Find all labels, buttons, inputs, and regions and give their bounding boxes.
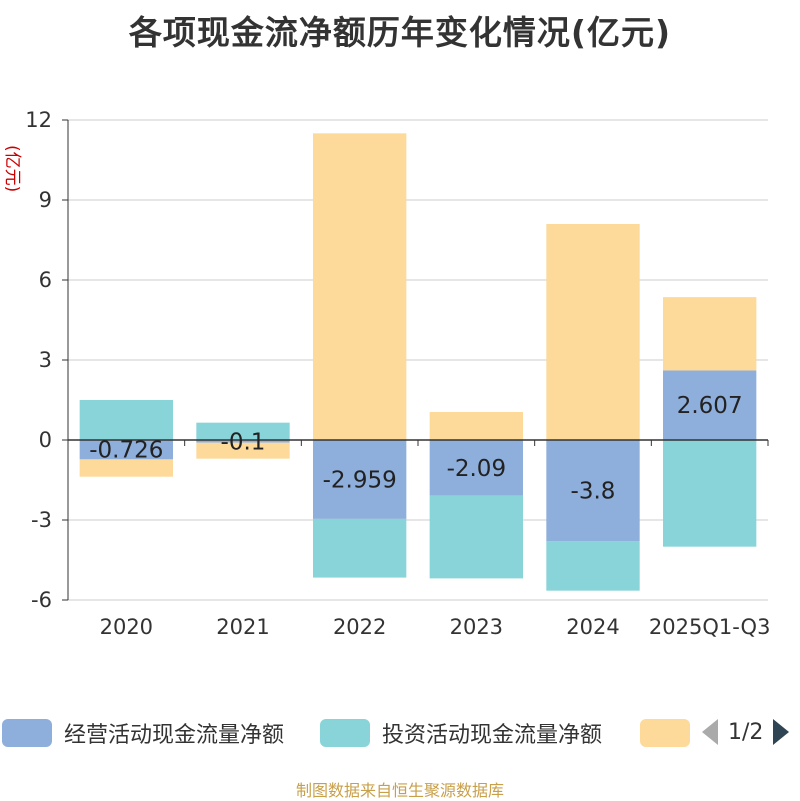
bar-2020-series-0 xyxy=(79,440,173,460)
x-tick-label-2024: 2024 xyxy=(566,615,619,639)
legend-item-operating[interactable]: 经营活动现金流量净额 xyxy=(2,716,284,750)
data-label-2024: -3.8 xyxy=(571,479,616,505)
pager-text: 1/2 xyxy=(728,719,764,745)
grid-lines xyxy=(68,119,768,601)
legend-item-financing[interactable] xyxy=(640,716,690,750)
y-tick-label: 6 xyxy=(39,268,52,292)
data-label-2020: -0.726 xyxy=(89,438,163,464)
data-label-2021: -0.1 xyxy=(221,429,266,455)
legend-swatch-financing xyxy=(640,719,690,747)
pager-prev-icon[interactable] xyxy=(700,717,720,747)
pager-next-icon[interactable] xyxy=(771,717,791,747)
x-tick-label-2023: 2023 xyxy=(450,615,503,639)
bar-2023-series-1 xyxy=(429,495,523,579)
y-tick-label: 3 xyxy=(39,348,52,372)
x-tick-label-2025Q1-Q3: 2025Q1-Q3 xyxy=(649,615,771,639)
data-labels: -0.726 -0.1 -2.959 -2.09 -3.8 2.607 xyxy=(89,393,742,504)
bar-2022-series-0 xyxy=(313,440,407,519)
legend-swatch-investing xyxy=(320,719,370,747)
y-tick-label: 0 xyxy=(39,428,52,452)
legend-pager: 1/2 xyxy=(700,717,791,747)
chart-title: 各项现金流净额历年变化情况(亿元) xyxy=(128,13,672,52)
data-label-2022: -2.959 xyxy=(323,467,397,493)
legend-item-investing[interactable]: 投资活动现金流量净额 xyxy=(320,716,602,750)
bar-2022-series-1 xyxy=(313,518,407,578)
data-label-2025Q1-Q3: 2.607 xyxy=(677,393,743,419)
bar-2025Q1-Q3-series-2 xyxy=(663,297,757,371)
x-tick-label-2020: 2020 xyxy=(100,615,153,639)
y-tick-label: -6 xyxy=(31,588,52,612)
data-label-2023: -2.09 xyxy=(447,456,507,482)
data-source: 制图数据来自恒生聚源数据库 xyxy=(295,781,504,800)
x-tick-label-2021: 2021 xyxy=(216,615,269,639)
bar-2021-series-0 xyxy=(196,440,290,443)
bar-2023-series-0 xyxy=(429,440,523,496)
bar-2020-series-2 xyxy=(79,459,173,477)
bar-2023-series-2 xyxy=(429,412,523,440)
bar-2024-series-1 xyxy=(546,541,640,591)
y-tick-label: 12 xyxy=(25,108,52,132)
y-tick-label: 9 xyxy=(39,188,52,212)
legend-label-investing: 投资活动现金流量净额 xyxy=(382,723,603,748)
bar-2025Q1-Q3-series-1 xyxy=(663,440,757,547)
bar-2022-series-2 xyxy=(313,133,407,441)
bars xyxy=(79,133,757,591)
legend-label-operating: 经营活动现金流量净额 xyxy=(64,723,285,748)
bar-2025Q1-Q3-series-0 xyxy=(663,370,757,440)
bar-2021-series-1 xyxy=(196,422,290,440)
bar-2024-series-2 xyxy=(546,224,640,440)
bar-2021-series-2 xyxy=(196,442,290,459)
axes: 12 9 6 3 0 -3 -6 2020 2021 2022 2023 2024 2025Q1-Q3 xyxy=(25,108,770,639)
bar-2020-series-1 xyxy=(79,400,173,440)
x-tick-label-2022: 2022 xyxy=(333,615,386,639)
legend-swatch-operating xyxy=(2,719,52,747)
bar-2024-series-0 xyxy=(546,440,640,542)
y-tick-label: -3 xyxy=(31,508,52,532)
